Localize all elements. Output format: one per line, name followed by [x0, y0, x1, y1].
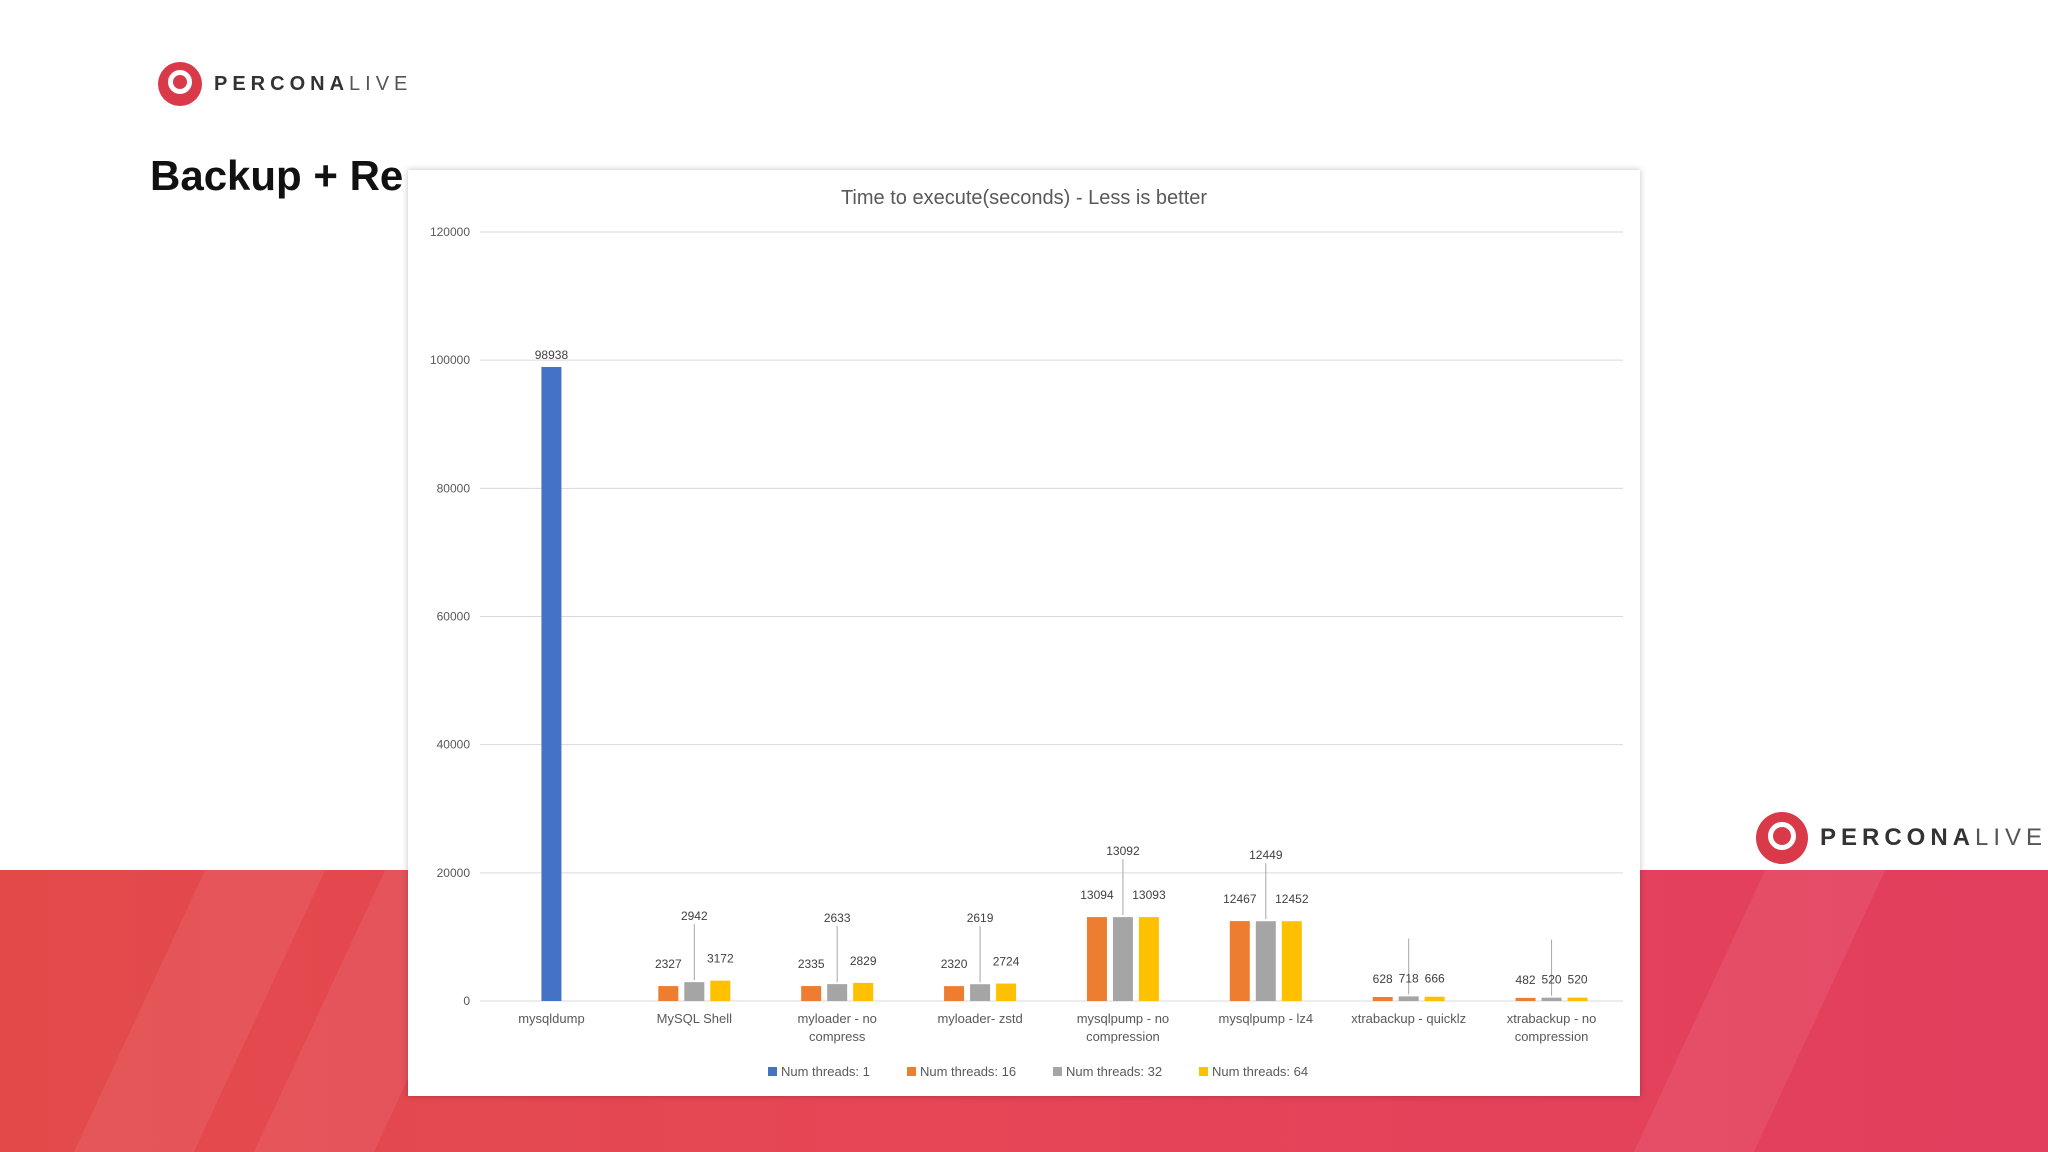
data-label: 2829 — [850, 954, 877, 968]
bar — [1372, 996, 1393, 1001]
x-tick-label: mysqlpump - lz4 — [1218, 1011, 1313, 1026]
data-label: 2335 — [798, 957, 825, 971]
bar — [1229, 921, 1250, 1001]
x-tick-label: myloader- zstd — [937, 1011, 1022, 1026]
x-tick-label: MySQL Shell — [657, 1011, 732, 1026]
y-tick-label: 120000 — [430, 225, 470, 239]
legend-entry: Num threads: 1 — [781, 1064, 870, 1079]
data-label: 13094 — [1080, 888, 1114, 902]
data-label: 2942 — [681, 909, 708, 923]
percona-live-logo-secondary: PERCONALIVE — [1756, 812, 2047, 864]
bar — [1541, 997, 1562, 1001]
legend-swatch — [1053, 1067, 1062, 1076]
logo-text-live: LIVE — [1975, 824, 2048, 851]
legend-entry: Num threads: 16 — [920, 1064, 1016, 1079]
data-label: 2619 — [967, 911, 994, 925]
data-label: 2633 — [824, 911, 851, 925]
y-tick-label: 20000 — [437, 866, 471, 880]
bar — [1515, 997, 1536, 1001]
bar — [1281, 921, 1302, 1001]
bar — [996, 983, 1017, 1001]
bar — [944, 986, 965, 1001]
x-tick-label: xtrabackup - no — [1507, 1011, 1597, 1026]
legend-swatch — [768, 1067, 777, 1076]
data-label: 12467 — [1223, 892, 1257, 906]
data-label: 2724 — [993, 955, 1020, 969]
data-label: 520 — [1568, 973, 1588, 987]
logo-text-live: LIVE — [349, 72, 413, 95]
bar — [541, 366, 562, 1002]
y-tick-label: 80000 — [437, 481, 471, 495]
x-tick-label: mysqlpump - no — [1077, 1011, 1169, 1026]
y-tick-label: 40000 — [437, 738, 471, 752]
data-label: 2327 — [655, 957, 682, 971]
data-label: 2320 — [941, 957, 968, 971]
bar — [1138, 917, 1159, 1001]
bar — [827, 984, 848, 1001]
data-label: 13092 — [1106, 844, 1140, 858]
bar — [801, 986, 822, 1001]
percona-logo-icon — [158, 62, 202, 106]
x-tick-label: compress — [809, 1029, 866, 1044]
bar — [970, 984, 991, 1001]
bar-chart: Time to execute(seconds) - Less is bette… — [430, 187, 1623, 1079]
chart-card: Time to execute(seconds) - Less is bette… — [408, 170, 1640, 1096]
legend-swatch — [907, 1067, 916, 1076]
x-tick-label: xtrabackup - quicklz — [1351, 1011, 1466, 1026]
bar — [684, 982, 705, 1001]
data-label: 666 — [1425, 972, 1445, 986]
data-label: 98938 — [535, 348, 569, 362]
y-tick-label: 0 — [463, 994, 470, 1008]
y-tick-label: 100000 — [430, 353, 470, 367]
data-label: 718 — [1399, 971, 1419, 985]
x-tick-label: myloader - no — [797, 1011, 876, 1026]
chart-title: Time to execute(seconds) - Less is bette… — [841, 187, 1207, 209]
bar — [1086, 917, 1107, 1001]
logo-text-percona: PERCONA — [1820, 824, 1976, 851]
x-tick-label: compression — [1086, 1029, 1160, 1044]
bar — [1424, 996, 1445, 1001]
bar — [658, 986, 679, 1001]
bar — [1112, 917, 1133, 1001]
data-label: 3172 — [707, 952, 734, 966]
legend-swatch — [1199, 1067, 1208, 1076]
x-tick-label: compression — [1515, 1029, 1589, 1044]
band-streak — [1616, 870, 1904, 1152]
data-label: 520 — [1542, 973, 1562, 987]
legend-entry: Num threads: 32 — [1066, 1064, 1162, 1079]
bar — [1567, 997, 1588, 1001]
data-label: 12452 — [1275, 892, 1309, 906]
data-label: 482 — [1516, 973, 1536, 987]
bar — [1398, 996, 1419, 1001]
bar — [1255, 921, 1276, 1001]
legend-entry: Num threads: 64 — [1212, 1064, 1308, 1079]
percona-live-logo: PERCONALIVE — [158, 62, 412, 106]
bar — [853, 982, 874, 1001]
data-label: 628 — [1373, 972, 1393, 986]
x-tick-label: mysqldump — [518, 1011, 584, 1026]
slide-title: Backup + Re — [150, 152, 404, 199]
data-label: 13093 — [1132, 888, 1166, 902]
bar — [710, 980, 731, 1001]
data-label: 12449 — [1249, 848, 1283, 862]
y-tick-label: 60000 — [437, 610, 471, 624]
percona-logo-icon — [1756, 812, 1808, 864]
logo-text-percona: PERCONA — [214, 72, 350, 95]
